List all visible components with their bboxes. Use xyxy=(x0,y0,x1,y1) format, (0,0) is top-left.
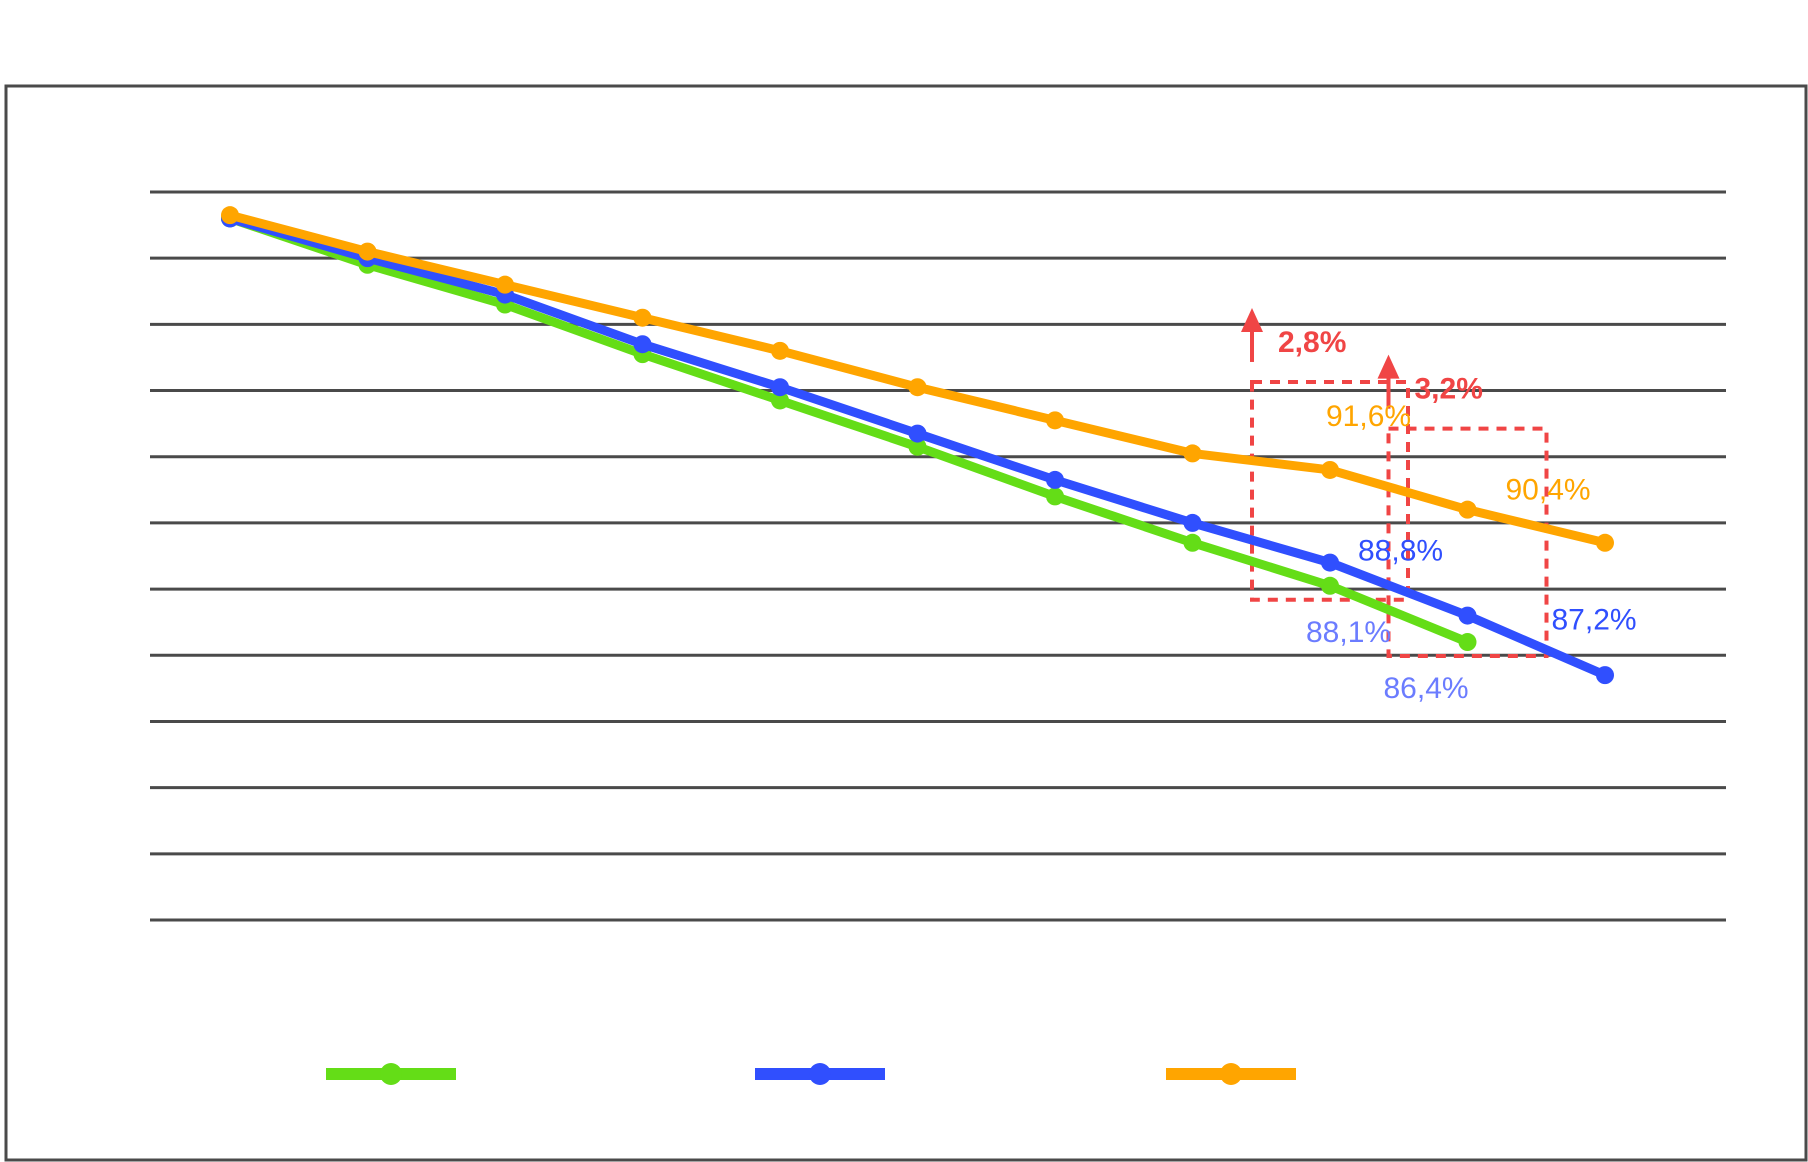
data-point xyxy=(771,378,789,397)
data-point xyxy=(1458,606,1477,625)
up-arrow-icon xyxy=(1241,307,1263,332)
gap-annotations: 2,8% 3,2% xyxy=(1241,307,1549,659)
data-label: 91,6% xyxy=(1326,400,1411,433)
data-label: 88,1% xyxy=(1306,616,1391,649)
series-line xyxy=(225,213,1472,647)
gap-box xyxy=(1386,426,1549,659)
data-label: 87,2% xyxy=(1552,604,1637,637)
data-point xyxy=(1596,533,1614,552)
data-label: 90,4% xyxy=(1506,474,1591,507)
data-point xyxy=(771,391,789,410)
data-point xyxy=(1183,444,1202,463)
data-point xyxy=(1321,576,1339,595)
data-point xyxy=(1458,633,1477,652)
data-point xyxy=(1046,487,1064,506)
data-point xyxy=(1046,411,1064,430)
legend-swatch-marker xyxy=(809,1063,831,1085)
data-point xyxy=(771,341,789,360)
point-labels: 88,1% 86,4% 88,8% 87,2% 91,6% 90,4% xyxy=(1306,400,1637,705)
series-layer xyxy=(221,206,1614,685)
legend-swatch-marker xyxy=(1220,1063,1242,1085)
data-point xyxy=(1183,513,1202,532)
legend xyxy=(326,1063,1296,1085)
gap-box xyxy=(1250,379,1410,602)
chart-frame xyxy=(4,84,1808,1162)
data-point xyxy=(1458,500,1477,519)
data-point xyxy=(221,206,239,225)
data-point xyxy=(1046,470,1064,489)
legend-swatch-marker xyxy=(380,1063,402,1085)
data-point xyxy=(908,378,927,397)
data-point xyxy=(1321,553,1339,572)
data-label: 86,4% xyxy=(1384,672,1469,705)
data-label: 88,8% xyxy=(1358,535,1443,568)
data-point xyxy=(1183,533,1202,552)
data-point xyxy=(908,424,927,443)
up-arrow-icon xyxy=(1377,354,1400,379)
gap-label: 3,2% xyxy=(1415,373,1483,406)
data-point xyxy=(908,437,927,456)
data-point xyxy=(496,275,514,294)
gap-label: 2,8% xyxy=(1278,326,1346,359)
data-point xyxy=(1596,666,1614,685)
data-point xyxy=(633,335,652,354)
data-point xyxy=(633,308,652,327)
data-point xyxy=(1321,460,1339,479)
data-point xyxy=(358,242,377,261)
